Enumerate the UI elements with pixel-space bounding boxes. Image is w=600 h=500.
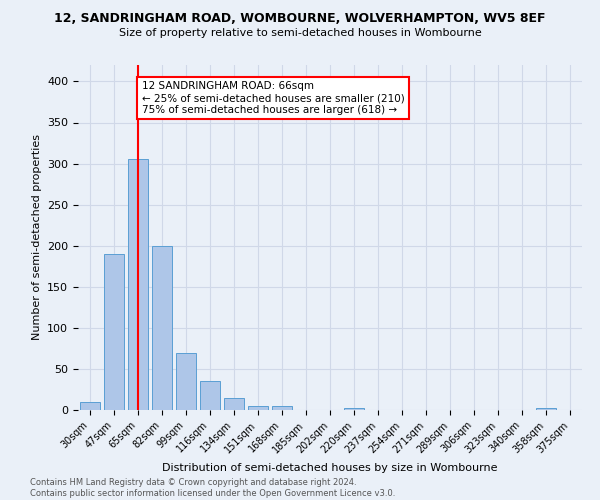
Text: 12 SANDRINGHAM ROAD: 66sqm
← 25% of semi-detached houses are smaller (210)
75% o: 12 SANDRINGHAM ROAD: 66sqm ← 25% of semi… (142, 82, 404, 114)
Text: Size of property relative to semi-detached houses in Wombourne: Size of property relative to semi-detach… (119, 28, 481, 38)
Text: 12, SANDRINGHAM ROAD, WOMBOURNE, WOLVERHAMPTON, WV5 8EF: 12, SANDRINGHAM ROAD, WOMBOURNE, WOLVERH… (54, 12, 546, 26)
Bar (248, 406, 268, 410)
Bar (344, 408, 364, 410)
Bar (224, 398, 244, 410)
Y-axis label: Number of semi-detached properties: Number of semi-detached properties (32, 134, 41, 340)
Bar (272, 406, 292, 410)
Text: Contains HM Land Registry data © Crown copyright and database right 2024.
Contai: Contains HM Land Registry data © Crown c… (30, 478, 395, 498)
Bar (152, 246, 172, 410)
Bar (200, 381, 220, 410)
Bar (536, 408, 556, 410)
X-axis label: Distribution of semi-detached houses by size in Wombourne: Distribution of semi-detached houses by … (162, 463, 498, 473)
Bar (128, 160, 148, 410)
Bar (80, 402, 100, 410)
Bar (104, 254, 124, 410)
Bar (176, 352, 196, 410)
